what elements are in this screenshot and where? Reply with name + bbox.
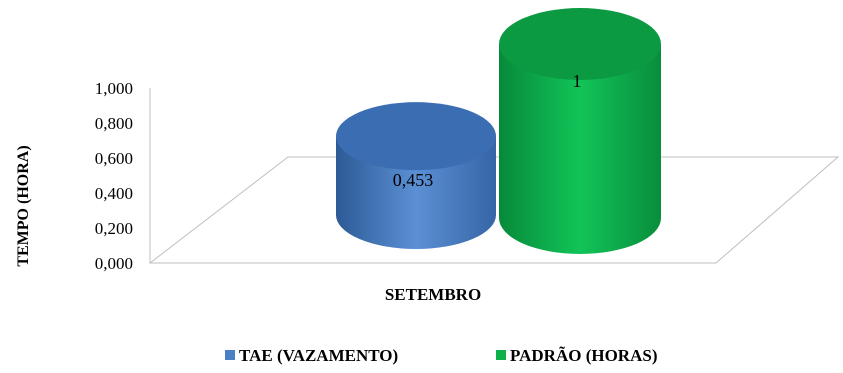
chart-floor <box>148 156 840 264</box>
cylinder-padrao: 1 <box>499 8 661 254</box>
legend-swatch-tae <box>225 350 235 360</box>
y-tick-label: 0,000 <box>95 254 133 273</box>
y-tick-labels: 0,000 0,200 0,400 0,600 0,800 1,000 <box>95 79 133 273</box>
y-tick-label: 0,600 <box>95 149 133 168</box>
legend: TAE (VAZAMENTO) PADRÃO (HORAS) <box>225 346 657 365</box>
y-axis-title: TEMPO (HORA) <box>15 145 32 266</box>
cylinder-top <box>499 8 661 80</box>
cylinder-tae: 0,453 <box>336 102 496 249</box>
legend-label-padrao: PADRÃO (HORAS) <box>510 346 657 365</box>
legend-label-tae: TAE (VAZAMENTO) <box>239 346 398 365</box>
cylinders: 0,453 1 <box>336 8 661 254</box>
x-category-label: SETEMBRO <box>385 285 481 304</box>
cylinder-top <box>336 102 496 171</box>
y-tick-label: 1,000 <box>95 79 133 98</box>
data-label: 1 <box>573 71 582 91</box>
cylinder-body <box>499 44 661 254</box>
y-tick-label: 0,800 <box>95 114 133 133</box>
legend-swatch-padrao <box>496 350 506 360</box>
y-tick-label: 0,400 <box>95 184 133 203</box>
data-label: 0,453 <box>393 170 434 190</box>
y-tick-label: 0,200 <box>95 219 133 238</box>
